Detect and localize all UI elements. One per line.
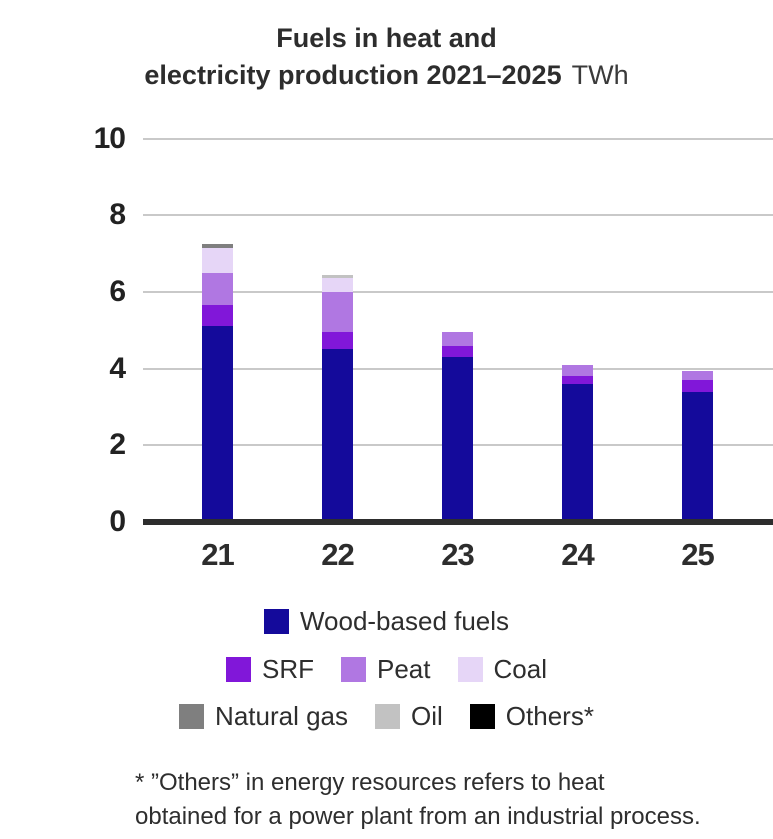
bar-25-segment-peat: [682, 370, 713, 381]
legend-label-natural-gas: Natural gas: [215, 701, 349, 731]
legend-swatch-wood-based-fuels: [263, 609, 289, 634]
x-axis-line: [143, 519, 773, 525]
x-axis-label-22: 22: [321, 537, 354, 572]
bar-22-segment-wood-based-fuels: [322, 349, 353, 522]
legend-label-others: Others*: [505, 701, 594, 731]
legend-item-oil: Oil: [375, 701, 443, 732]
footnote-line1: * ”Others” in energy resources refers to…: [135, 769, 605, 796]
gridline-8: [143, 214, 773, 217]
legend-label-coal: Coal: [493, 654, 547, 684]
legend-swatch-natural-gas: [179, 704, 205, 729]
chart-title-line1: Fuels in heat and: [276, 23, 497, 53]
bar-21-segment-srf: [202, 305, 233, 327]
legend-label-srf: SRF: [262, 654, 314, 684]
bar-22-segment-oil: [322, 274, 353, 279]
bar-22-segment-srf: [322, 332, 353, 350]
bar-24-segment-wood-based-fuels: [562, 383, 593, 522]
y-axis-tick-2: 2: [109, 428, 126, 462]
y-axis-tick-8: 8: [109, 198, 126, 232]
legend-row-1: Wood-based fuels: [0, 606, 773, 637]
legend-swatch-oil: [375, 704, 401, 729]
bar-23-segment-wood-based-fuels: [442, 357, 473, 522]
legend-item-coal: Coal: [457, 654, 547, 685]
x-axis-label-25: 25: [681, 537, 714, 572]
y-axis-tick-4: 4: [109, 351, 126, 385]
bar-23-segment-peat: [442, 332, 473, 346]
chart-title: Fuels in heat and electricity production…: [0, 20, 773, 94]
bar-25-segment-srf: [682, 380, 713, 392]
footnote-line2: obtained for a power plant from an indus…: [135, 803, 701, 830]
legend-label-oil: Oil: [411, 701, 443, 731]
bar-21-segment-wood-based-fuels: [202, 326, 233, 522]
y-axis-tick-10: 10: [93, 121, 126, 155]
legend-item-srf: SRF: [226, 654, 314, 685]
bar-22-segment-coal: [322, 278, 353, 292]
legend-item-wood-based-fuels: Wood-based fuels: [263, 606, 510, 637]
bar-21-segment-peat: [202, 272, 233, 306]
legend-label-peat: Peat: [377, 654, 431, 684]
x-axis-label-23: 23: [441, 537, 474, 572]
legend-swatch-others: [469, 704, 495, 729]
legend-item-natural-gas: Natural gas: [179, 701, 348, 732]
gridline-6: [143, 290, 773, 293]
bar-24-segment-srf: [562, 376, 593, 384]
x-axis-label-24: 24: [561, 537, 594, 572]
bar-25-segment-wood-based-fuels: [682, 391, 713, 522]
gridline-10: [143, 137, 773, 140]
chart-unit-label: TWh: [571, 60, 629, 90]
legend-row-3: Natural gas Oil Others*: [0, 701, 773, 732]
y-axis-tick-6: 6: [109, 274, 126, 308]
legend-swatch-coal: [457, 657, 483, 682]
legend-item-peat: Peat: [341, 654, 431, 685]
legend-swatch-peat: [341, 657, 366, 682]
footnote: * ”Others” in energy resources refers to…: [135, 766, 773, 834]
legend-swatch-srf: [226, 657, 251, 682]
bar-21-segment-coal: [202, 247, 233, 273]
bar-21-segment-natural-gas: [202, 243, 233, 248]
x-axis-label-21: 21: [201, 537, 234, 572]
legend-item-others: Others*: [469, 701, 594, 732]
bar-23-segment-srf: [442, 345, 473, 358]
legend-label-wood-based-fuels: Wood-based fuels: [299, 606, 510, 636]
y-axis-tick-0: 0: [109, 505, 126, 538]
bar-22-segment-peat: [322, 291, 353, 333]
legend-row-2: SRF Peat Coal: [0, 654, 773, 685]
bar-24-segment-peat: [562, 364, 593, 377]
chart-title-line2: electricity production 2021–2025 TWh: [0, 57, 773, 94]
chart-title-line2-text: electricity production 2021–2025: [144, 60, 562, 90]
